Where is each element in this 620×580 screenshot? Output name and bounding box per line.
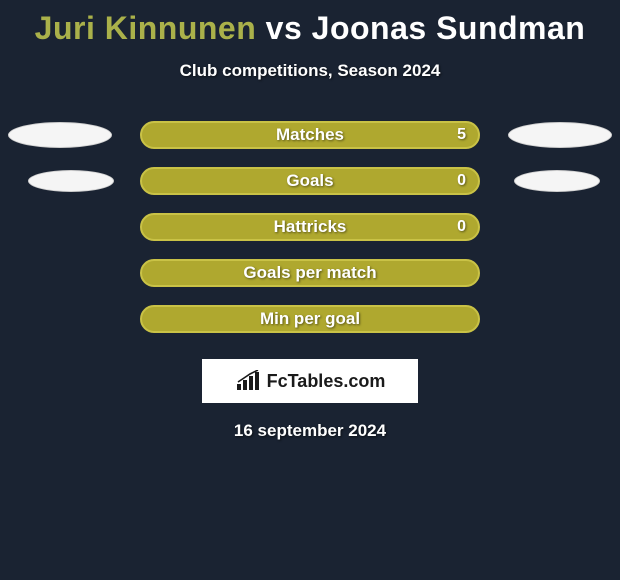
logo-text: FcTables.com: [267, 371, 386, 392]
stat-bar: Goals 0: [140, 167, 480, 195]
page-title: Juri Kinnunen vs Joonas Sundman: [0, 0, 620, 47]
subtitle: Club competitions, Season 2024: [0, 61, 620, 81]
right-ellipse: [514, 170, 600, 192]
left-ellipse: [28, 170, 114, 192]
stat-rows: Matches 5 Goals 0 Hattricks 0 Goals per match M…: [0, 121, 620, 333]
date-text: 16 september 2024: [0, 421, 620, 441]
logo-box: FcTables.com: [202, 359, 418, 403]
vs-text: vs: [266, 10, 303, 46]
stat-row: Hattricks 0: [0, 213, 620, 241]
chart-icon: [235, 370, 261, 392]
right-ellipse: [508, 122, 612, 148]
stat-row: Goals 0: [0, 167, 620, 195]
stat-row: Matches 5: [0, 121, 620, 149]
stat-bar: Matches 5: [140, 121, 480, 149]
stat-label: Min per goal: [260, 309, 360, 329]
player2-name: Joonas Sundman: [312, 10, 586, 46]
stat-value: 5: [457, 126, 466, 144]
stat-value: 0: [457, 218, 466, 236]
player1-name: Juri Kinnunen: [35, 10, 257, 46]
stat-label: Goals per match: [243, 263, 376, 283]
left-ellipse: [8, 122, 112, 148]
stat-label: Hattricks: [274, 217, 347, 237]
stat-row: Goals per match: [0, 259, 620, 287]
stat-label: Goals: [286, 171, 333, 191]
stat-bar: Hattricks 0: [140, 213, 480, 241]
stat-value: 0: [457, 172, 466, 190]
stat-bar: Min per goal: [140, 305, 480, 333]
stat-row: Min per goal: [0, 305, 620, 333]
stat-bar: Goals per match: [140, 259, 480, 287]
stat-label: Matches: [276, 125, 344, 145]
